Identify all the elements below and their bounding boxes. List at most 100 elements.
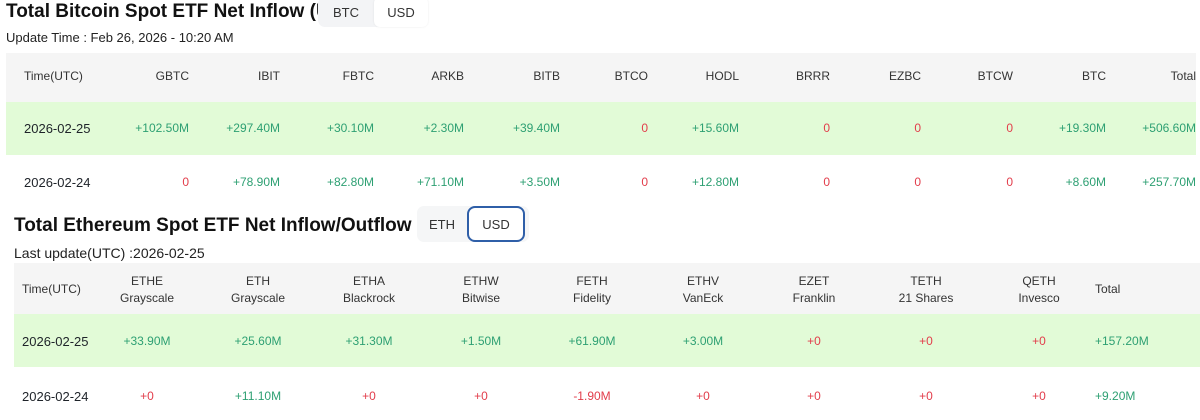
- btc-table-header: Time(UTC) GBTC IBIT FBTC ARKB BITB BTCO HODL BRR…: [6, 53, 1196, 102]
- toggle-usd-option[interactable]: USD: [467, 206, 525, 242]
- cell-btcw: 0: [1006, 175, 1013, 189]
- cell-etha: +0: [362, 389, 376, 403]
- eth-table-row: 2026-02-25 +33.90M +25.60M +31.30M +1.50M +61…: [14, 314, 1200, 367]
- cell-ezet: +0: [807, 389, 821, 403]
- column-header-bitb: BITB: [533, 69, 560, 83]
- toggle-usd-option[interactable]: USD: [374, 0, 428, 27]
- cell-fbtc: +30.10M: [326, 121, 374, 135]
- etf-ticker: ETHE: [130, 274, 163, 288]
- cell-etha: +31.30M: [345, 334, 393, 348]
- column-header-btco: BTCO: [614, 69, 648, 83]
- btc-etf-table: Time(UTC) GBTC IBIT FBTC ARKB BITB BTCO HODL BRR…: [6, 53, 1196, 209]
- column-header-btcw: BTCW: [977, 69, 1013, 83]
- eth-currency-toggle: ETH USD: [417, 206, 529, 242]
- etf-ticker: TETH: [910, 274, 942, 288]
- cell-btco: 0: [641, 175, 648, 189]
- cell-bitb: +39.40M: [512, 121, 560, 135]
- cell-ibit: +78.90M: [232, 175, 280, 189]
- eth-update-time: Last update(UTC) :2026-02-25: [14, 245, 205, 261]
- cell-ethw: +0: [474, 389, 488, 403]
- etf-ticker: ETHV: [686, 274, 719, 288]
- cell-ethe: +33.90M: [123, 334, 171, 348]
- etf-issuer: VanEck: [682, 291, 724, 305]
- column-header-fbtc: FBTC: [342, 69, 374, 83]
- column-header-time: Time(UTC): [24, 69, 83, 83]
- etf-ticker: EZET: [798, 274, 830, 288]
- cell-gbtc: 0: [182, 175, 189, 189]
- btc-table-row: 2026-02-24 0 +78.90M +82.80M +71.10M +3.50M 0 +…: [6, 155, 1196, 209]
- cell-ibit: +297.40M: [226, 121, 280, 135]
- cell-btc: +19.30M: [1058, 121, 1106, 135]
- cell-ethv: +3.00M: [682, 334, 724, 348]
- etf-issuer: Grayscale: [119, 291, 175, 305]
- eth-etf-title: Total Ethereum Spot ETF Net Inflow/Outfl…: [14, 215, 470, 236]
- column-header-ethv: ETHV VanEck: [643, 273, 763, 307]
- etf-issuer: Grayscale: [230, 291, 286, 305]
- cell-teth: +0: [919, 389, 933, 403]
- row-date: 2026-02-24: [22, 389, 89, 404]
- column-header-ethe: ETHE Grayscale: [87, 273, 207, 307]
- cell-teth: +0: [919, 334, 933, 348]
- etf-issuer: 21 Shares: [898, 291, 954, 305]
- column-header-arkb: ARKB: [431, 69, 464, 83]
- cell-brrr: 0: [823, 121, 830, 135]
- cell-qeth: +0: [1032, 389, 1046, 403]
- etf-ticker: ETH: [246, 274, 270, 288]
- cell-feth: +61.90M: [568, 334, 616, 348]
- toggle-btc-option[interactable]: BTC: [333, 4, 359, 20]
- cell-qeth: +0: [1032, 334, 1046, 348]
- row-date: 2026-02-25: [24, 121, 91, 136]
- cell-total: +257.70M: [1142, 175, 1196, 189]
- cell-eth: +25.60M: [234, 334, 282, 348]
- row-date: 2026-02-25: [22, 334, 89, 349]
- cell-ethv: +0: [696, 389, 710, 403]
- toggle-eth-option[interactable]: ETH: [429, 216, 455, 232]
- column-header-ezbc: EZBC: [888, 69, 921, 83]
- cell-ezbc: 0: [914, 121, 921, 135]
- cell-total: +506.60M: [1142, 121, 1196, 135]
- column-header-ethw: ETHW Bitwise: [421, 273, 541, 307]
- etf-ticker: QETH: [1022, 274, 1056, 288]
- column-header-ibit: IBIT: [257, 69, 280, 83]
- cell-eth: +11.10M: [234, 389, 282, 403]
- eth-table-header: Time(UTC) ETHE Grayscale ETH Grayscale ETHA Bl…: [14, 263, 1200, 314]
- btc-update-time: Update Time : Feb 26, 2026 - 10:20 AM: [6, 30, 234, 45]
- cell-feth: -1.90M: [573, 389, 611, 403]
- column-header-gbtc: GBTC: [155, 69, 189, 83]
- cell-ethw: +1.50M: [460, 334, 502, 348]
- column-header-btc: BTC: [1082, 69, 1106, 83]
- column-header-etha: ETHA Blackrock: [309, 273, 429, 307]
- cell-hodl: +15.60M: [691, 121, 739, 135]
- column-header-ezet: EZET Franklin: [754, 273, 874, 307]
- column-header-time-utc: Time(UTC): [22, 282, 81, 296]
- cell-ezbc: 0: [914, 175, 921, 189]
- cell-hodl: +12.80M: [691, 175, 739, 189]
- btc-table-row: 2026-02-25 +102.50M +297.40M +30.10M +2.30M +…: [6, 102, 1196, 155]
- column-header-qeth: QETH Invesco: [979, 273, 1099, 307]
- cell-fbtc: +82.80M: [326, 175, 374, 189]
- eth-etf-table: Time(UTC) ETHE Grayscale ETH Grayscale ETHA Bl…: [14, 263, 1200, 420]
- cell-btco: 0: [641, 121, 648, 135]
- column-header-total: Total: [1095, 282, 1121, 296]
- cell-ethe: +0: [140, 389, 154, 403]
- btc-etf-title: Total Bitcoin Spot ETF Net Inflow (USD): [6, 1, 363, 22]
- etf-issuer: Blackrock: [342, 291, 395, 305]
- etf-issuer: Invesco: [1018, 291, 1060, 305]
- cell-total: +157.20M: [1095, 334, 1149, 348]
- etf-issuer: Fidelity: [572, 291, 611, 305]
- btc-currency-toggle: BTC USD: [318, 0, 428, 27]
- cell-bitb: +3.50M: [519, 175, 560, 189]
- cell-total: +9.20M: [1095, 389, 1136, 403]
- cell-gbtc: +102.50M: [135, 121, 189, 135]
- cell-btcw: 0: [1006, 121, 1013, 135]
- cell-brrr: 0: [823, 175, 830, 189]
- eth-table-row: 2026-02-24 +0 +11.10M +0 +0 -1.90M +0 +0 +0 +0 +9.…: [14, 367, 1200, 420]
- cell-arkb: +71.10M: [416, 175, 464, 189]
- column-header-eth: ETH Grayscale: [198, 273, 318, 307]
- cell-arkb: +2.30M: [423, 121, 464, 135]
- etf-issuer: Bitwise: [461, 291, 500, 305]
- column-header-brrr: BRRR: [795, 69, 830, 83]
- column-header-feth: FETH Fidelity: [532, 273, 652, 307]
- cell-ezet: +0: [807, 334, 821, 348]
- etf-ticker: FETH: [576, 274, 608, 288]
